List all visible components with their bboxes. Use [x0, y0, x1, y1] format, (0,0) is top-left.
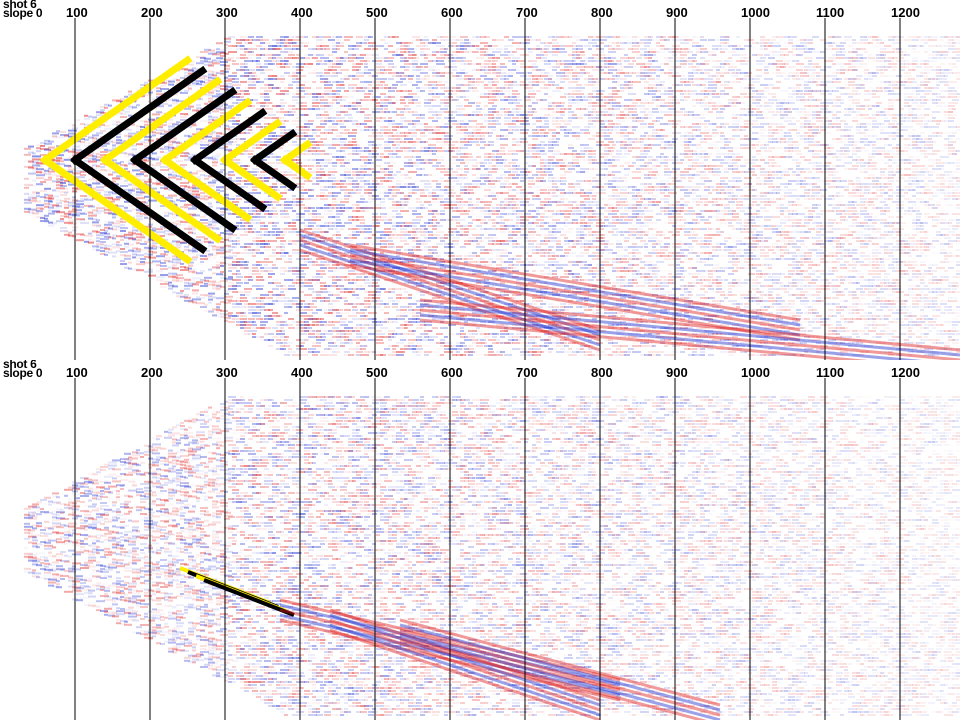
tick-label: 600 [441, 365, 463, 380]
tick-label: 900 [666, 5, 688, 20]
tick-label: 1100 [816, 365, 844, 380]
tick-label: 300 [216, 5, 238, 20]
tick-label: 900 [666, 365, 688, 380]
grid-lines [74, 18, 901, 360]
tick-label: 500 [366, 5, 388, 20]
panel-title-top: shot 6 slope 0 [3, 0, 43, 19]
tick-label: 700 [516, 365, 538, 380]
tick-label: 1000 [741, 365, 770, 380]
tick-label: 100 [66, 365, 88, 380]
tick-label: 200 [141, 5, 163, 20]
tick-label: 800 [591, 5, 613, 20]
tick-label: 200 [141, 365, 163, 380]
tick-label: 700 [516, 5, 538, 20]
tick-label: 100 [66, 5, 88, 20]
tick-label: 1100 [816, 5, 844, 20]
tick-label: 400 [291, 365, 313, 380]
tick-label: 1000 [741, 5, 770, 20]
seismic-panel-top: shot 6 slope 0 100 200 300 400 500 600 700 800 9… [3, 0, 960, 360]
seismic-image-bottom [24, 378, 960, 720]
panel-title-bottom: shot 6 slope 0 [3, 360, 43, 379]
seismic-image-top [24, 18, 960, 360]
tick-label: 800 [591, 365, 613, 380]
tick-label: 500 [366, 365, 388, 380]
title-slope-label: slope 0 [3, 367, 43, 379]
wavefield [24, 36, 960, 360]
title-slope-label: slope 0 [3, 7, 43, 19]
tick-label: 600 [441, 5, 463, 20]
grid-lines [74, 378, 901, 720]
tick-label: 1200 [891, 5, 920, 20]
tick-label: 400 [291, 5, 313, 20]
tick-label: 300 [216, 365, 238, 380]
seismic-panel-bottom: shot 6 slope 0 100 200 300 400 500 600 700 800 9… [0, 360, 960, 720]
wavefield [24, 396, 960, 720]
title-shot-label: shot 6 [3, 0, 42, 10]
tick-label: 1200 [891, 365, 920, 380]
title-shot-label: shot 6 [3, 360, 42, 370]
